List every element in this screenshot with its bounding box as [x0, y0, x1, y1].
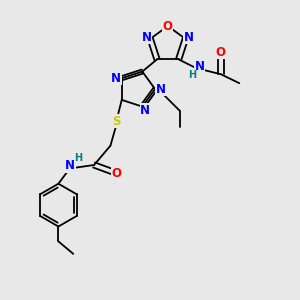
Text: N: N — [65, 159, 75, 172]
Text: N: N — [184, 31, 194, 44]
Text: H: H — [188, 70, 196, 80]
Text: H: H — [75, 154, 83, 164]
Text: N: N — [155, 82, 165, 96]
Text: N: N — [142, 31, 152, 44]
Text: O: O — [163, 20, 173, 33]
Text: N: N — [194, 60, 205, 73]
Text: O: O — [216, 46, 226, 59]
Text: S: S — [112, 115, 121, 128]
Text: O: O — [112, 167, 122, 179]
Text: N: N — [111, 72, 122, 85]
Text: N: N — [140, 104, 150, 117]
